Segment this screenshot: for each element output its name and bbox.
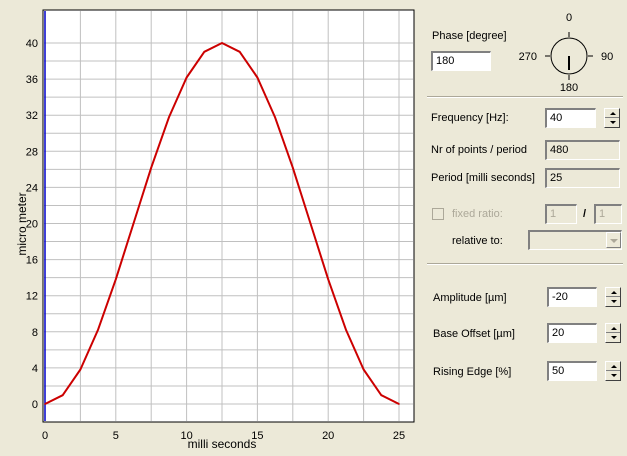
data-point [97,328,99,331]
amplitude-value: -20 [552,291,568,303]
dial-label-180: 180 [560,82,578,94]
chevron-down-icon[interactable] [606,232,621,248]
grid-lines [44,11,413,421]
rising-edge-spin-up[interactable] [606,362,620,371]
series-layer [44,42,400,405]
rising-edge-spinner[interactable] [605,361,621,381]
y-tick-label: 36 [26,74,38,86]
phase-dial[interactable] [545,32,593,80]
relative-to-label: relative to: [452,235,503,247]
y-tick-label: 20 [26,219,38,231]
plot-frame [42,9,415,423]
x-tick-label: 0 [42,430,48,442]
data-point [115,278,117,281]
x-tick-label: 25 [393,430,405,442]
y-tick-label: 28 [26,146,38,158]
data-point [185,76,188,79]
y-tick-label: 32 [26,110,38,122]
base-offset-spin-up[interactable] [606,324,620,333]
amplitude-input[interactable]: -20 [547,287,597,307]
y-tick-label: 8 [32,327,38,339]
data-point [238,51,241,53]
waveform-plot: 0 4 8 12 16 20 24 28 32 36 40 0 5 10 15 20 25 milli sec… [15,9,415,451]
frequency-input[interactable]: 40 [545,108,596,128]
x-tick-label: 10 [180,430,192,442]
phase-label: Phase [degree] [432,30,507,42]
y-tick-label: 24 [26,182,38,194]
period-field: 25 [545,168,620,188]
rising-edge-input[interactable]: 50 [547,361,597,381]
data-point [398,403,400,405]
fixed-ratio-checkbox[interactable] [432,208,444,220]
y-tick-label: 4 [32,363,38,375]
phase-dial-group: 0 90 180 270 [519,12,614,94]
data-point [203,51,206,53]
rising-edge-label: Rising Edge [%] [433,366,512,378]
period-value: 25 [550,172,563,184]
data-point [327,278,330,281]
relative-to-dropdown[interactable] [528,230,622,250]
frequency-spin-down[interactable] [605,118,619,127]
frequency-label: Frequency [Hz]: [431,112,509,124]
points-per-period-label: Nr of points / period [431,144,527,156]
x-tick-label: 20 [322,430,334,442]
data-point [256,76,259,79]
dial-label-90: 90 [601,51,613,63]
waveform-plot-panel: 0 4 8 12 16 20 24 28 32 36 40 0 5 10 15 20 25 milli sec… [15,9,415,451]
fixed-ratio-numerator[interactable]: 1 [545,204,577,224]
amplitude-spin-up[interactable] [606,288,620,297]
data-point [132,222,135,225]
amplitude-label: Amplitude [µm] [433,292,507,304]
y-tick-label: 0 [32,399,38,411]
data-point [79,368,82,371]
amplitude-spin-down[interactable] [606,297,620,306]
points-per-period-value: 480 [550,144,569,156]
data-point [61,394,64,396]
y-tick-labels: 0 4 8 12 16 20 24 28 32 36 40 [26,38,38,411]
frequency-value: 40 [550,112,563,124]
ratio-separator: / [583,208,587,220]
phase-value: 180 [436,55,455,67]
fixed-ratio-denominator[interactable]: 1 [594,204,622,224]
data-point [380,394,383,396]
rising-edge-value: 50 [552,365,565,377]
data-point [168,116,170,119]
data-point [362,368,365,371]
y-tick-label: 16 [26,255,38,267]
y-axis-label: micro meter [15,192,29,255]
dial-label-270: 270 [519,51,537,63]
phase-input[interactable]: 180 [431,51,491,71]
data-point [292,166,294,169]
base-offset-input[interactable]: 20 [547,323,597,343]
fixed-ratio-label: fixed ratio: [452,208,503,220]
x-tick-labels: 0 5 10 15 20 25 [42,430,405,442]
base-offset-spin-down[interactable] [606,333,620,342]
data-point [150,166,152,169]
separator-1 [427,96,623,98]
data-point [274,116,276,119]
amplitude-spinner[interactable] [605,287,621,307]
y-tick-label: 12 [26,291,38,303]
x-tick-label: 5 [113,430,119,442]
data-point [44,403,46,405]
base-offset-spinner[interactable] [605,323,621,343]
base-offset-label: Base Offset [µm] [433,328,515,340]
data-point [221,42,223,44]
data-point [309,222,312,225]
separator-2 [427,263,623,265]
y-tick-label: 40 [26,38,38,50]
fixed-ratio-numerator-value: 1 [550,208,557,220]
points-per-period-field: 480 [545,140,620,160]
period-label: Period [milli seconds] [431,172,535,184]
rising-edge-spin-down[interactable] [606,371,620,380]
data-point [345,328,347,331]
x-axis-label: milli seconds [188,437,257,451]
frequency-spin-up[interactable] [605,109,619,118]
fixed-ratio-denominator-value: 1 [599,208,606,220]
base-offset-value: 20 [552,327,565,339]
dial-label-0: 0 [566,12,572,24]
x-tick-label: 15 [251,430,263,442]
frequency-spinner[interactable] [604,108,620,128]
